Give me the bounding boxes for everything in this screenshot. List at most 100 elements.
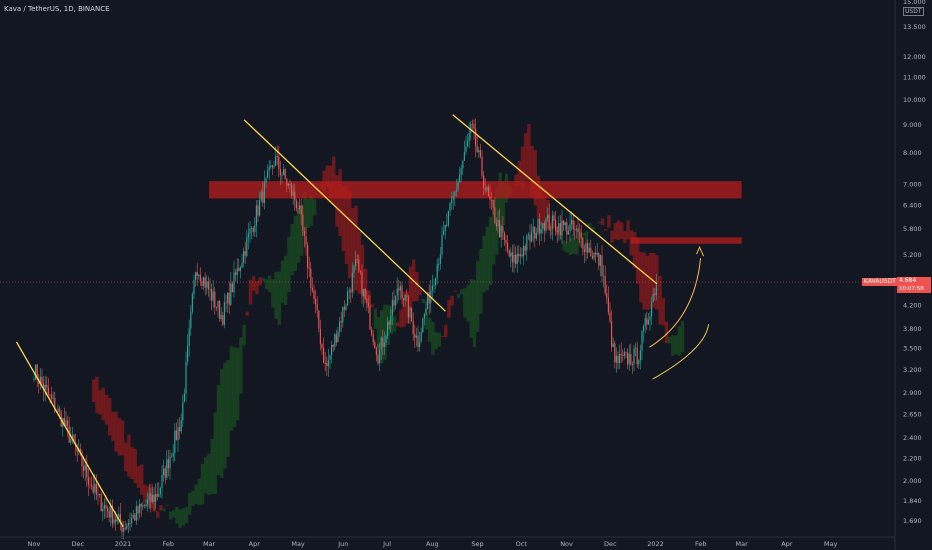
bar-countdown: 10:07:58 [897,285,931,293]
candle-body [510,252,512,257]
candle-body [159,487,161,494]
candle-body [423,313,425,319]
resistance-zone[interactable] [209,181,742,199]
candle-body [252,227,254,232]
candle-body [324,363,326,364]
resistance-zone[interactable] [630,237,742,244]
candle-body [71,434,73,439]
candle-body [388,321,390,325]
cloud-segment [332,156,336,206]
trendline[interactable] [15,341,124,527]
candle-body [396,288,398,296]
candle-body [366,298,368,304]
cloud-segment [658,275,662,325]
candle-body [191,294,193,312]
time-tick-label: Mar [203,540,216,548]
cloud-segment [140,464,144,495]
candle-body [547,215,549,219]
price-tick-label: 2.400 [903,434,922,442]
price-tick-label: 5.200 [903,251,922,259]
cloud-segment [613,223,617,240]
candle-body [548,215,550,230]
price-tick-label: 9.000 [903,121,922,129]
price-tick-label: 2.000 [903,477,922,485]
symbol-badge: KAVAUSDT [862,278,898,286]
candle-body [412,321,414,335]
candle-body [431,285,433,291]
time-axis[interactable]: Nov Dec 2021 Feb Mar Apr May Jun Jul Aug Sep Oct Nov… [28,540,838,548]
candle-body [503,232,505,240]
price-tick-label: 2.900 [903,389,922,397]
cloud-segment [431,321,435,356]
time-tick-label: Apr [249,540,261,548]
cloud-segment [258,277,262,286]
candle-body [404,294,406,301]
cloud-segment [639,252,643,303]
candle-body [323,348,325,364]
candle-body [291,185,293,196]
cloud-segment [418,289,422,296]
cloud-segment [405,291,409,324]
projection-arrow[interactable] [649,258,702,348]
candle-body [161,475,163,488]
candle-body [518,253,520,257]
candle-body [265,177,267,183]
price-tick-label: 10.000 [903,96,926,104]
candle-body [585,243,587,253]
trendline[interactable] [452,114,658,285]
candle-body [407,296,409,318]
price-axis[interactable]: 15.000 13.500 12.000 11.000 10.000 9.000 8.000… [903,0,926,525]
candle-body [406,294,408,297]
candle-body [529,234,531,242]
cloud-segment [120,420,125,456]
candle-body [489,196,491,200]
candle-body [364,289,366,299]
candle-body [403,298,405,301]
candle-body [582,237,584,250]
price-tick-label: 11.000 [903,73,926,81]
candle-body [164,468,166,478]
cloud-segment [533,150,537,206]
candle-body [52,397,54,399]
candle-body [492,200,494,208]
cloud-segment [261,278,265,282]
projection-curve[interactable] [652,324,710,380]
candle-body [433,285,435,286]
cloud-segment [447,300,451,318]
candle-body [606,293,608,298]
cloud-segment [188,492,192,515]
candle-body [497,219,499,227]
candle-body [115,519,117,522]
candle-body [123,527,125,532]
cloud-segment [591,226,595,233]
cloud-segment [380,309,384,364]
cloud-segment [325,165,329,188]
candle-body [633,348,635,365]
candle-body [457,182,459,190]
cloud-segment [543,196,547,228]
candle-body [385,336,387,343]
time-tick-label: Dec [71,540,84,548]
candle-body [599,255,601,266]
candle-body [339,321,341,332]
cloud-segment [152,494,157,512]
trendlines[interactable] [15,114,710,527]
candle-body [196,272,198,276]
cloud-segment [440,336,445,338]
candle-body [227,292,229,303]
cloud-segment [300,206,304,256]
candle-body [494,207,496,223]
candle-body [204,277,206,288]
candle-body [526,235,528,251]
candle-body [307,244,309,268]
candle-body [105,505,107,508]
currency-label[interactable]: USDT [903,7,924,16]
candle-body [171,456,173,458]
trendline[interactable] [243,119,446,312]
cloud-segment [588,223,592,227]
candle-body [275,156,277,166]
candle-body [230,283,232,305]
candle-body [212,291,214,301]
candle-body [511,252,513,263]
